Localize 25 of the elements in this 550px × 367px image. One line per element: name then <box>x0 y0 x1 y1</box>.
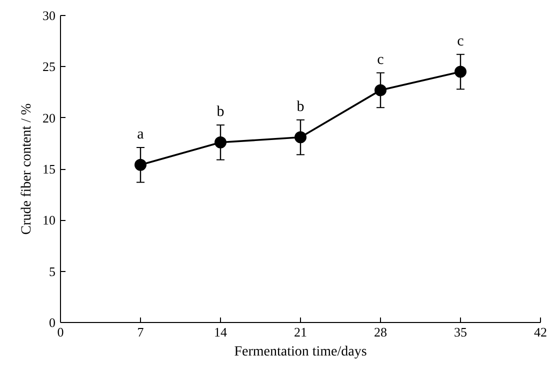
annotation: c <box>377 52 384 68</box>
x-tick-label: 21 <box>294 324 307 340</box>
y-tick-label: 25 <box>42 59 56 74</box>
x-tick-label: 7 <box>137 324 144 340</box>
y-tick-label: 5 <box>49 264 56 279</box>
y-tick-label: 0 <box>49 315 56 330</box>
x-tick-label: 42 <box>534 324 547 340</box>
point <box>374 84 386 96</box>
y-tick-label: 10 <box>42 212 56 228</box>
point <box>214 136 226 148</box>
annotation: a <box>137 126 144 143</box>
point <box>454 66 466 78</box>
y-tick-label: 15 <box>42 162 56 176</box>
point <box>134 158 146 171</box>
y-tick-label: 20 <box>42 110 56 126</box>
annotation: b <box>216 104 224 120</box>
point <box>294 131 306 144</box>
annotation: b <box>296 98 304 115</box>
x-tick-label: 14 <box>214 324 228 340</box>
x-tick-label: 28 <box>374 324 387 340</box>
x-tick-label: 35 <box>454 324 467 340</box>
x-axis-title: Fermentation time/days <box>234 344 367 360</box>
annotation: c <box>457 33 464 50</box>
y-axis-title: Crude fiber content / % <box>20 102 34 235</box>
y-tick-label: 30 <box>42 8 56 23</box>
